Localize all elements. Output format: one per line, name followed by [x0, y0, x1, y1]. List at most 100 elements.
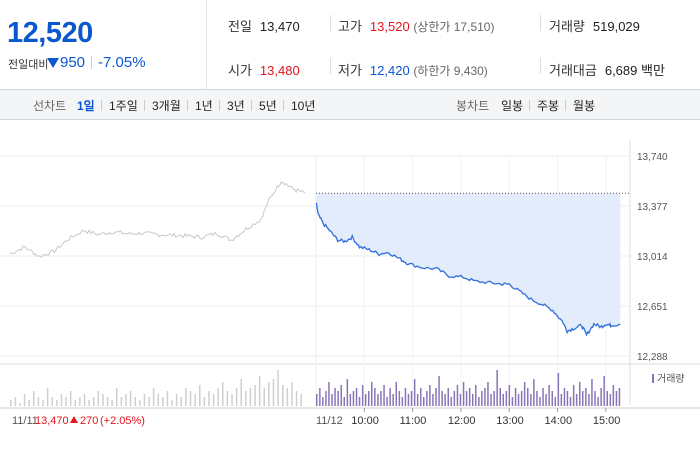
volume-bar: [545, 394, 547, 406]
volume-bar: [102, 394, 104, 406]
volume-bar: [533, 379, 535, 406]
volume-bar: [235, 388, 238, 406]
y-axis-labels: 13,740 13,377 13,014 12,651 12,288: [637, 152, 668, 363]
volume-bar: [268, 382, 270, 406]
period-3y-button[interactable]: 3년: [227, 99, 245, 113]
divider: [540, 15, 541, 31]
stat-low: 저가 12,420 (하한가 9,430): [338, 63, 488, 78]
volume-bar: [334, 388, 336, 406]
volume-bar: [612, 385, 615, 406]
period-1d-button[interactable]: 1일: [77, 99, 95, 113]
volume-bar: [162, 397, 164, 406]
volume-bar: [499, 388, 501, 406]
change-label: 전일대비: [8, 59, 49, 71]
today-area-fill: [316, 193, 621, 335]
x-tick-label: 12:00: [448, 415, 476, 427]
volume-bar: [56, 400, 58, 406]
volume-bar: [337, 391, 339, 406]
volume-bar: [582, 391, 584, 406]
volume-bar: [551, 391, 553, 406]
volume-bar: [569, 397, 572, 406]
volume-bar: [456, 385, 459, 406]
volume-bar: [389, 388, 391, 406]
y-tick-label: 12,651: [637, 302, 668, 313]
volume-bar: [152, 388, 155, 406]
candle-daily-button[interactable]: 일봉: [501, 99, 524, 113]
candle-weekly-button[interactable]: 주봉: [537, 99, 560, 113]
volume-bar: [594, 391, 596, 406]
y-tick-label: 12,288: [637, 352, 668, 363]
volume-bar: [420, 388, 422, 406]
volume-bar: [380, 391, 382, 406]
volume-bar: [575, 394, 578, 406]
volume-bar: [386, 397, 388, 406]
volume-bar: [254, 385, 256, 406]
volume-bar: [208, 391, 210, 406]
divider: [91, 56, 92, 69]
price-chart-svg: 13,740 13,377 13,014 12,651 12,288 10:00 11:0…: [0, 140, 700, 427]
volume-bar: [263, 388, 265, 406]
volume-bar: [374, 388, 376, 406]
volume-bar: [554, 397, 556, 406]
volume-bar: [395, 382, 397, 406]
volume-bar: [447, 388, 449, 406]
price-chart[interactable]: 13,740 13,377 13,014 12,651 12,288 10:00 11:0…: [0, 120, 700, 450]
volume-bar: [566, 391, 569, 406]
volume-bar: [185, 388, 187, 406]
period-1y-button[interactable]: 1년: [195, 99, 213, 113]
volume-bar: [591, 379, 593, 406]
volume-bar: [116, 388, 118, 406]
volume-bar: [272, 379, 275, 406]
quote-header: 12,520 전일대비 950 -7.05% 전일 13,470 고가 13,520…: [0, 0, 700, 90]
divider: [251, 100, 252, 111]
volume-bar: [10, 400, 12, 406]
volume-bar: [511, 397, 514, 406]
volume-bar: [364, 394, 367, 406]
divider: [219, 100, 220, 111]
period-3m-button[interactable]: 3개월: [152, 99, 181, 113]
volume-bar: [585, 388, 587, 406]
volume-bar: [125, 394, 127, 406]
volume-bar: [368, 391, 370, 406]
volume-bar: [548, 385, 550, 406]
volume-bar: [603, 376, 605, 406]
volume-bar: [377, 394, 379, 406]
volume-bar: [398, 391, 401, 406]
volume-bar: [432, 394, 434, 406]
volume-bar: [258, 376, 261, 406]
period-5y-button[interactable]: 5년: [259, 99, 277, 113]
volume-bar: [148, 397, 150, 406]
volume-bar: [134, 397, 136, 406]
volume-bar: [319, 388, 321, 406]
volume-bar: [352, 391, 355, 406]
volume-bar: [212, 394, 215, 406]
volume-bar: [618, 388, 621, 406]
x-tick-label: 10:00: [351, 415, 379, 427]
volume-bar: [340, 385, 342, 406]
period-1w-button[interactable]: 1주일: [109, 99, 138, 113]
volume-bar: [74, 400, 76, 406]
volume-bar: [517, 394, 520, 406]
period-10y-button[interactable]: 10년: [291, 99, 316, 113]
volume-bar: [189, 391, 192, 406]
volume-bar: [175, 394, 178, 406]
volume-bar: [478, 397, 480, 406]
candle-monthly-button[interactable]: 월봉: [573, 99, 596, 113]
divider: [540, 58, 541, 74]
volume-bar: [222, 382, 224, 406]
volume-bar: [217, 388, 219, 406]
volume-legend-swatch: [652, 374, 654, 383]
volume-bar: [46, 388, 49, 406]
volume-bar: [361, 385, 364, 406]
volume-bar: [527, 388, 529, 406]
volume-bar: [300, 394, 302, 406]
volume-bar: [453, 391, 456, 406]
volume-bar: [277, 370, 279, 406]
volume-bar: [383, 385, 385, 406]
volume-bar: [325, 391, 327, 406]
quote-stats: 전일 13,470 고가 13,520 (상한가 17,510) 거래량 519,02…: [208, 0, 700, 90]
volume-bar: [536, 391, 538, 406]
volume-bar: [316, 394, 318, 406]
stat-amount: 거래대금 6,689 백만: [549, 63, 665, 78]
volume-bar: [502, 394, 504, 406]
